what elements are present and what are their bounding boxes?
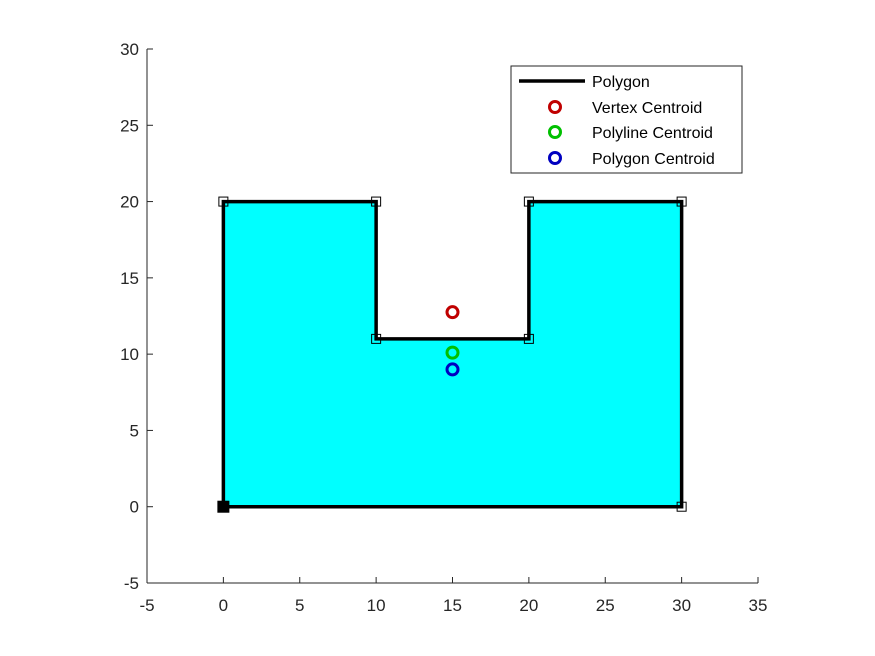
polygon-vertex-marker bbox=[523, 196, 534, 207]
y-tick-label: 10 bbox=[120, 345, 139, 364]
centroid-point bbox=[445, 345, 460, 360]
centroid-point bbox=[445, 305, 460, 320]
legend-marker bbox=[548, 125, 562, 139]
polygon-vertex-marker bbox=[371, 333, 382, 344]
polygon-outline bbox=[221, 199, 684, 509]
x-tick-label: 35 bbox=[749, 596, 768, 615]
y-tick-label: 5 bbox=[130, 421, 139, 440]
x-tick-label: 10 bbox=[367, 596, 386, 615]
legend-label: Vertex Centroid bbox=[592, 100, 702, 117]
polygon-fill bbox=[223, 201, 682, 507]
y-tick-label: 15 bbox=[120, 269, 139, 288]
x-tick-label: 30 bbox=[672, 596, 691, 615]
start-vertex-marker bbox=[217, 500, 230, 513]
y-tick-label: 20 bbox=[120, 193, 139, 212]
legend-polygon-label: Polygon bbox=[592, 74, 650, 91]
polygon-vertex-marker bbox=[218, 196, 229, 207]
y-tick-label: 25 bbox=[120, 116, 139, 135]
plot-area bbox=[217, 196, 687, 513]
y-tick-label: 30 bbox=[120, 40, 139, 59]
y-tick-label: -5 bbox=[124, 574, 139, 593]
y-tick-label: 0 bbox=[130, 498, 139, 517]
legend-label: Polygon Centroid bbox=[592, 151, 715, 168]
polygon-vertex-marker bbox=[676, 501, 687, 512]
x-tick-label: 20 bbox=[519, 596, 538, 615]
x-tick-label: 15 bbox=[443, 596, 462, 615]
legend: Polygon Vertex Centroid Polyline Centroid P… bbox=[510, 65, 743, 174]
legend-marker bbox=[548, 151, 562, 165]
polygon-vertex-marker bbox=[371, 196, 382, 207]
x-tick-label: 5 bbox=[295, 596, 304, 615]
polygon-vertex-marker bbox=[676, 196, 687, 207]
x-tick-label: -5 bbox=[139, 596, 154, 615]
legend-marker bbox=[548, 100, 562, 114]
centroid-point bbox=[445, 362, 460, 377]
polygon-vertex-marker bbox=[523, 333, 534, 344]
x-tick-label: 25 bbox=[596, 596, 615, 615]
legend-label: Polyline Centroid bbox=[592, 125, 713, 142]
axes: -5 0 5 10 15 20 25 30 35 -5 0 5 10 15 20 25 30 bbox=[120, 40, 767, 615]
x-tick-label: 0 bbox=[219, 596, 228, 615]
